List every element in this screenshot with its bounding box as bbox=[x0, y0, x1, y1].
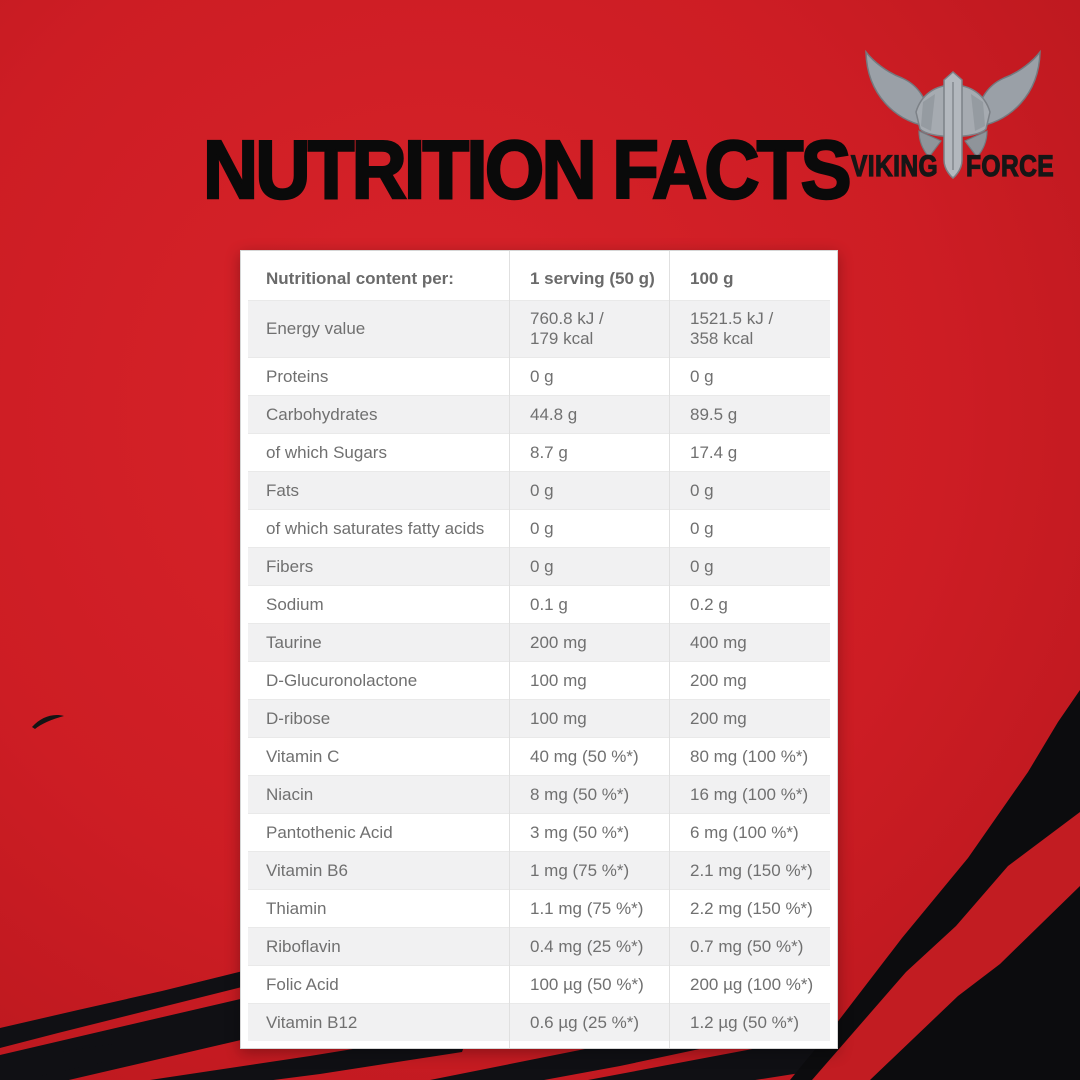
table-row: Folic Acid 100 µg (50 %*) 200 µg (100 %*… bbox=[248, 965, 830, 1003]
serving-value: 100 µg (50 %*) bbox=[530, 974, 644, 994]
table-row: Fibers 0 g 0 g bbox=[248, 547, 830, 585]
brand-word-viking: VIKING bbox=[850, 149, 939, 183]
table-row: Vitamin B12 0.6 µg (25 %*) 1.2 µg (50 %*… bbox=[248, 1003, 830, 1041]
table-row: of which Sugars 8.7 g 17.4 g bbox=[248, 433, 830, 471]
per100-value: 0 g bbox=[690, 366, 714, 386]
header-col-label: Nutritional content per: bbox=[266, 269, 454, 288]
serving-value: 0.1 g bbox=[530, 594, 568, 614]
per100-value: 1.2 µg (50 %*) bbox=[690, 1012, 800, 1032]
page-title: NUTRITION FACTS bbox=[202, 122, 853, 218]
per100-value: 1521.5 kJ /358 kcal bbox=[690, 308, 774, 348]
serving-value: 100 mg bbox=[530, 670, 587, 690]
header-col-serving: 1 serving (50 g) bbox=[530, 269, 655, 288]
serving-value: 0.4 mg (25 %*) bbox=[530, 936, 644, 956]
table-row: Energy value 760.8 kJ /179 kcal 1521.5 k… bbox=[248, 301, 830, 357]
serving-value: 0 g bbox=[530, 366, 554, 386]
nutrient-label: Vitamin B6 bbox=[266, 860, 348, 880]
table-row: Niacin 8 mg (50 %*) 16 mg (100 %*) bbox=[248, 775, 830, 813]
brand-name: VIKING FORCE bbox=[850, 149, 1054, 184]
per100-value: 200 mg bbox=[690, 670, 747, 690]
nutrient-label: of which Sugars bbox=[266, 442, 387, 462]
nutrient-label: Fibers bbox=[266, 556, 314, 576]
table-row: Fats 0 g 0 g bbox=[248, 471, 830, 509]
per100-value: 17.4 g bbox=[690, 442, 738, 462]
table-row: Riboflavin 0.4 mg (25 %*) 0.7 mg (50 %*) bbox=[248, 927, 830, 965]
serving-value: 0 g bbox=[530, 518, 554, 538]
serving-value: 200 mg bbox=[530, 632, 587, 652]
per100-value: 0 g bbox=[690, 518, 714, 538]
serving-value: 8 mg (50 %*) bbox=[530, 784, 630, 804]
header-col-100g: 100 g bbox=[690, 269, 734, 288]
serving-value: 44.8 g bbox=[530, 404, 578, 424]
nutrient-label: D-ribose bbox=[266, 708, 331, 728]
table-row: Proteins 0 g 0 g bbox=[248, 357, 830, 395]
serving-value: 1.1 mg (75 %*) bbox=[530, 898, 644, 918]
per100-value: 400 mg bbox=[690, 632, 747, 652]
brand-logo: VIKING FORCE bbox=[835, 30, 1070, 184]
table-row: Pantothenic Acid 3 mg (50 %*) 6 mg (100 … bbox=[248, 813, 830, 851]
per100-value: 2.1 mg (150 %*) bbox=[690, 860, 813, 880]
nutrient-label: Vitamin C bbox=[266, 746, 340, 766]
per100-value: 0 g bbox=[690, 480, 714, 500]
column-divider bbox=[669, 251, 670, 1048]
nutrition-table: Nutritional content per: 1 serving (50 g… bbox=[240, 250, 838, 1049]
serving-value: 100 mg bbox=[530, 708, 587, 728]
serving-value: 40 mg (50 %*) bbox=[530, 746, 639, 766]
nutrient-label: Pantothenic Acid bbox=[266, 822, 393, 842]
brush-corner-triangle bbox=[790, 690, 1080, 1080]
nutrient-label: of which saturates fatty acids bbox=[266, 518, 485, 538]
nutrient-label: Carbohydrates bbox=[266, 404, 378, 424]
per100-value: 6 mg (100 %*) bbox=[690, 822, 799, 842]
serving-value: 0.6 µg (25 %*) bbox=[530, 1012, 640, 1032]
nutrient-label: Folic Acid bbox=[266, 974, 339, 994]
nutrient-label: Energy value bbox=[266, 318, 366, 338]
table-row: Vitamin C 40 mg (50 %*) 80 mg (100 %*) bbox=[248, 737, 830, 775]
brush-red-stripe bbox=[812, 812, 1080, 1080]
nutrient-label: D-Glucuronolactone bbox=[266, 670, 418, 690]
nutrient-label: Vitamin B12 bbox=[266, 1012, 358, 1032]
per100-value: 200 mg bbox=[690, 708, 747, 728]
nutrient-label: Fats bbox=[266, 480, 300, 500]
nutrient-label: Niacin bbox=[266, 784, 314, 804]
table-row: Carbohydrates 44.8 g 89.5 g bbox=[248, 395, 830, 433]
serving-value: 0 g bbox=[530, 556, 554, 576]
nutrient-label: Proteins bbox=[266, 366, 329, 386]
table-row: Vitamin B6 1 mg (75 %*) 2.1 mg (150 %*) bbox=[248, 851, 830, 889]
nutrient-label: Taurine bbox=[266, 632, 322, 652]
nutrient-label: Sodium bbox=[266, 594, 324, 614]
nutrient-label: Riboflavin bbox=[266, 936, 341, 956]
serving-value: 760.8 kJ /179 kcal bbox=[530, 308, 604, 348]
serving-value: 1 mg (75 %*) bbox=[530, 860, 630, 880]
brush-swoosh bbox=[32, 715, 64, 729]
table-row: Taurine 200 mg 400 mg bbox=[248, 623, 830, 661]
viking-helmet-icon bbox=[864, 49, 1041, 179]
table-row: of which saturates fatty acids 0 g 0 g bbox=[248, 509, 830, 547]
per100-value: 89.5 g bbox=[690, 404, 738, 424]
table-header-row: Nutritional content per: 1 serving (50 g… bbox=[248, 258, 830, 300]
per100-value: 0 g bbox=[690, 556, 714, 576]
table-row: Sodium 0.1 g 0.2 g bbox=[248, 585, 830, 623]
table-row: Thiamin 1.1 mg (75 %*) 2.2 mg (150 %*) bbox=[248, 889, 830, 927]
table-row: D-ribose 100 mg 200 mg bbox=[248, 699, 830, 737]
nutrient-label: Thiamin bbox=[266, 898, 327, 918]
serving-value: 3 mg (50 %*) bbox=[530, 822, 630, 842]
per100-value: 2.2 mg (150 %*) bbox=[690, 898, 813, 918]
per100-value: 200 µg (100 %*) bbox=[690, 974, 814, 994]
serving-value: 0 g bbox=[530, 480, 554, 500]
per100-value: 0.2 g bbox=[690, 594, 728, 614]
per100-value: 80 mg (100 %*) bbox=[690, 746, 809, 766]
column-divider bbox=[509, 251, 510, 1048]
brand-word-force: FORCE bbox=[965, 149, 1055, 183]
per100-value: 0.7 mg (50 %*) bbox=[690, 936, 804, 956]
serving-value: 8.7 g bbox=[530, 442, 568, 462]
table-row: D-Glucuronolactone 100 mg 200 mg bbox=[248, 661, 830, 699]
per100-value: 16 mg (100 %*) bbox=[690, 784, 809, 804]
table-body: Energy value 760.8 kJ /179 kcal 1521.5 k… bbox=[248, 300, 830, 1041]
